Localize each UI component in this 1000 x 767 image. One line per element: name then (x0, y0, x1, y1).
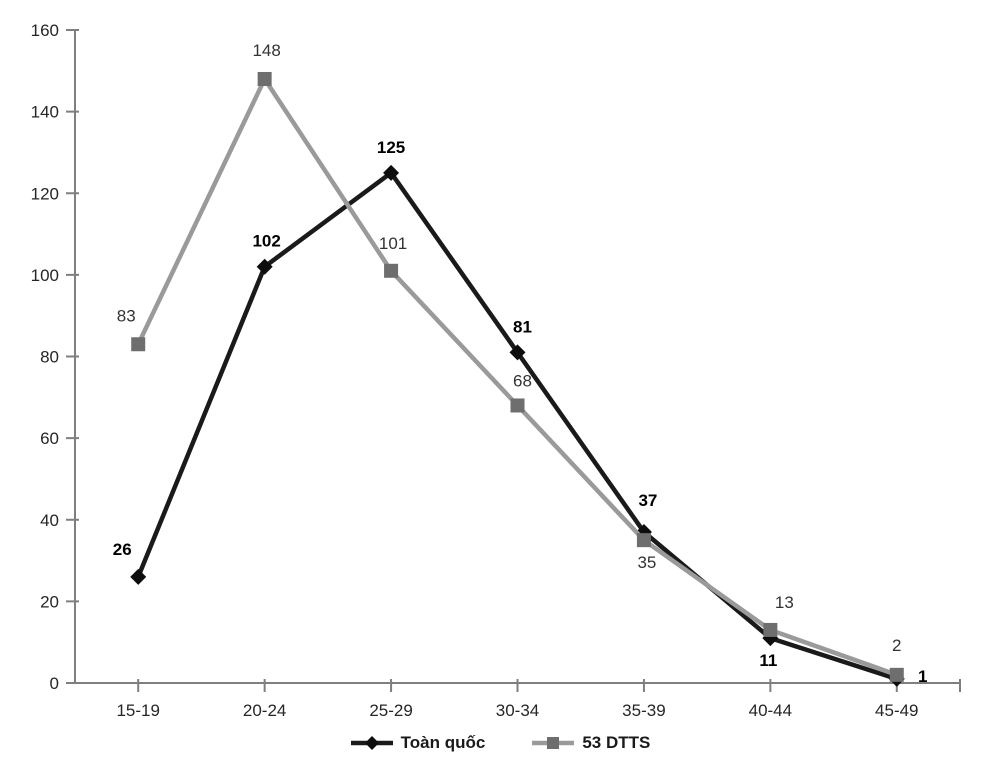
x-tick-label: 30-34 (496, 701, 539, 720)
x-tick-label: 25-29 (369, 701, 412, 720)
y-tick-label: 60 (40, 429, 59, 448)
series-marker-square-icon (510, 398, 525, 413)
x-tick-label: 35-39 (622, 701, 665, 720)
data-label: 37 (638, 491, 657, 510)
data-label: 101 (379, 234, 407, 253)
series-marker-square-icon (384, 263, 399, 278)
y-tick-label: 40 (40, 511, 59, 530)
data-label: 35 (637, 553, 656, 572)
series-marker-square-icon (889, 667, 904, 682)
y-tick-label: 160 (31, 21, 59, 40)
data-label: 125 (377, 138, 405, 157)
data-label: 102 (252, 232, 280, 251)
data-label: 81 (513, 317, 532, 336)
y-tick-label: 100 (31, 266, 59, 285)
data-label: 11 (759, 651, 777, 670)
y-tick-label: 80 (40, 348, 59, 367)
x-tick-label: 45-49 (875, 701, 918, 720)
legend-item-53-dtts: 53 DTTS (531, 733, 650, 753)
data-label: 83 (117, 306, 136, 325)
data-label: 26 (113, 540, 132, 559)
series-marker-diamond-icon (509, 344, 526, 361)
x-tick-label: 20-24 (243, 701, 286, 720)
legend-label: Toàn quốc (400, 733, 486, 752)
x-tick-label: 40-44 (749, 701, 792, 720)
y-tick-label: 120 (31, 184, 59, 203)
series-marker-square-icon (763, 622, 778, 637)
legend: Toàn quốc 53 DTTS (0, 733, 1000, 753)
series-marker-diamond-icon (130, 568, 147, 585)
y-tick-label: 0 (50, 674, 59, 693)
series-marker-diamond-icon (256, 258, 273, 275)
legend-item-toan-quoc: Toàn quốc (350, 733, 486, 753)
series-marker-square-icon (257, 71, 272, 86)
data-label: 148 (252, 41, 280, 60)
data-label: 13 (775, 593, 794, 612)
y-tick-label: 20 (40, 592, 59, 611)
series-marker-square-icon (131, 337, 146, 352)
data-label: 1 (918, 667, 927, 686)
x-tick-label: 15-19 (116, 701, 159, 720)
legend-marker-diamond-icon (350, 736, 393, 750)
data-label: 68 (513, 371, 532, 390)
y-tick-label: 140 (31, 103, 59, 122)
series-marker-square-icon (636, 533, 651, 548)
legend-marker-square-icon (532, 737, 575, 749)
legend-label: 53 DTTS (582, 733, 651, 752)
data-label: 2 (892, 636, 901, 655)
series-marker-diamond-icon (383, 164, 400, 181)
